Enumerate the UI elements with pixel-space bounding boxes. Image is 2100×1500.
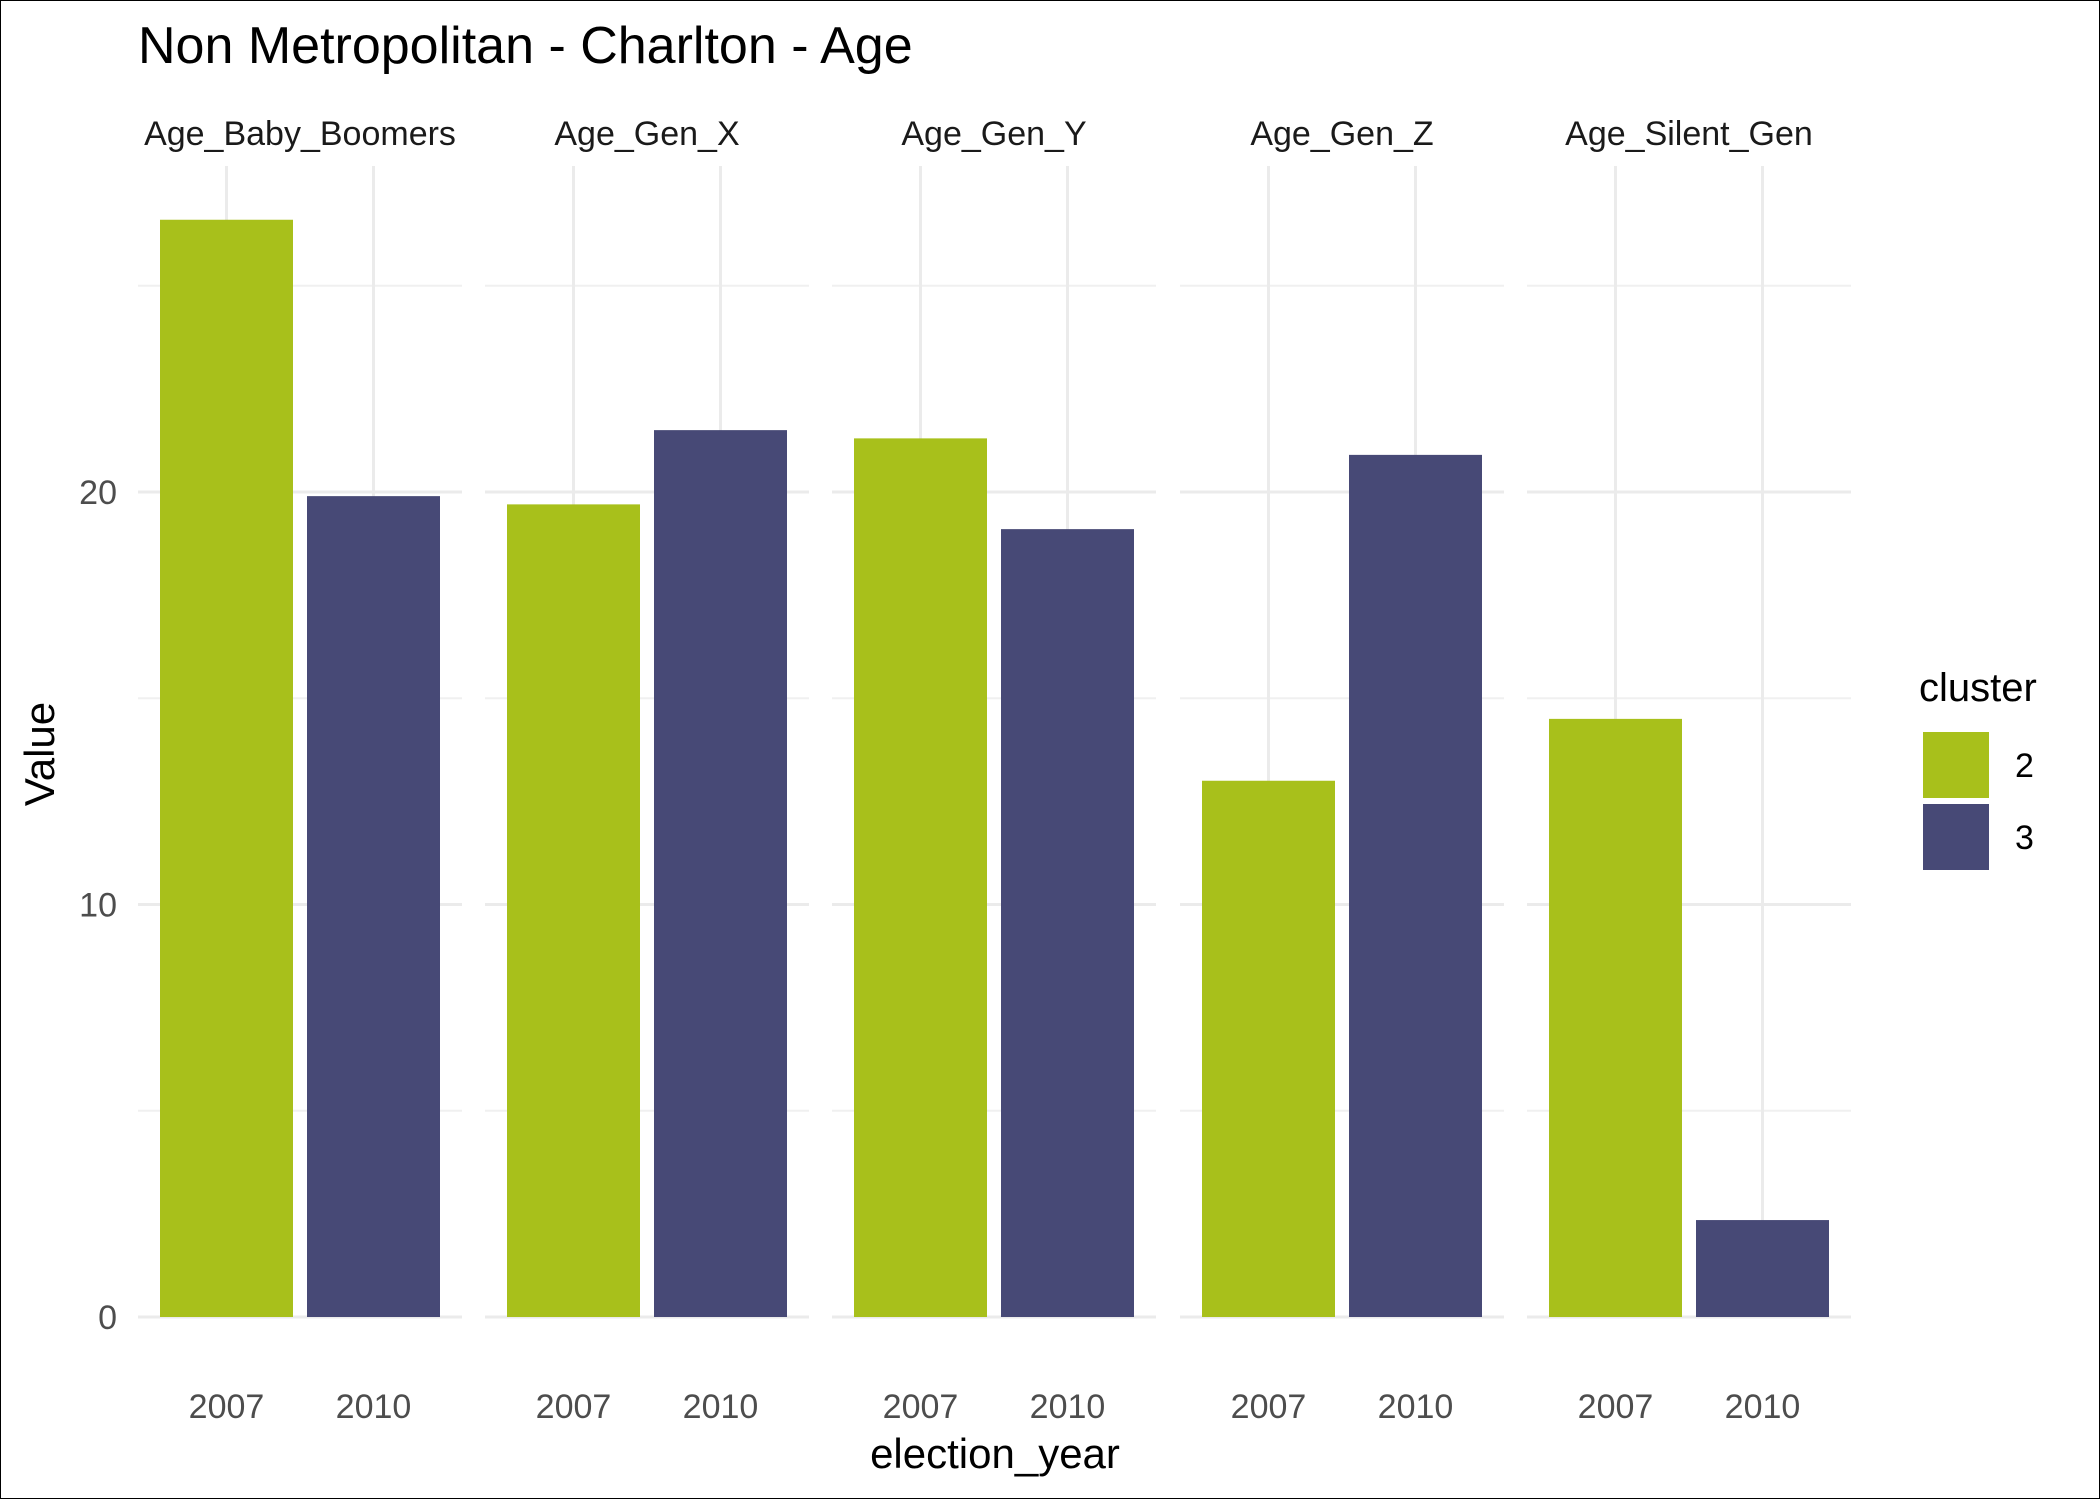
- legend-label-2: 2: [2015, 747, 2034, 785]
- legend: cluster 2 3: [1919, 666, 2037, 870]
- bar-age-gen-x-2010: [654, 430, 787, 1317]
- bar-age-silent-gen-2010: [1696, 1220, 1829, 1317]
- x-axis-title: election_year: [870, 1430, 1120, 1477]
- facet-strip-label: Age_Baby_Boomers: [144, 115, 456, 153]
- facet-panels: Age_Baby_Boomers 2007 2010 Age_Gen_X 2007 201…: [138, 115, 1851, 1426]
- facet-strip-label: Age_Gen_Y: [901, 115, 1086, 153]
- bar-age-gen-y-2010: [1001, 529, 1134, 1317]
- y-tick-label: 10: [79, 887, 117, 925]
- bar-age-baby-boomers-2010: [307, 496, 440, 1317]
- bar-age-gen-z-2007: [1202, 780, 1335, 1317]
- x-tick-label: 2010: [683, 1388, 759, 1426]
- facet-strip-label: Age_Silent_Gen: [1565, 115, 1813, 153]
- legend-key-2: [1923, 732, 1989, 798]
- y-axis-ticks: 0 10 20: [79, 474, 117, 1337]
- legend-label-3: 3: [2015, 819, 2034, 857]
- facet-panel-age-gen-x: Age_Gen_X 2007 2010: [485, 115, 809, 1426]
- bar-age-silent-gen-2007: [1549, 718, 1682, 1317]
- bar-age-gen-y-2007: [854, 438, 987, 1317]
- legend-key-3: [1923, 804, 1989, 870]
- chart-title: Non Metropolitan - Charlton - Age: [138, 17, 913, 75]
- facet-strip-label: Age_Gen_Z: [1250, 115, 1433, 153]
- facet-panel-age-gen-z: Age_Gen_Z 2007 2010: [1180, 115, 1504, 1426]
- x-tick-label: 2010: [1725, 1388, 1801, 1426]
- x-tick-label: 2010: [336, 1388, 412, 1426]
- x-tick-label: 2010: [1378, 1388, 1454, 1426]
- x-tick-label: 2010: [1030, 1388, 1106, 1426]
- y-tick-label: 0: [98, 1299, 117, 1337]
- x-tick-label: 2007: [1578, 1388, 1654, 1426]
- x-tick-label: 2007: [883, 1388, 959, 1426]
- x-tick-label: 2007: [1231, 1388, 1307, 1426]
- bar-age-gen-z-2010: [1349, 454, 1482, 1317]
- facet-panel-age-baby-boomers: Age_Baby_Boomers 2007 2010: [138, 115, 462, 1426]
- y-axis-title: Value: [16, 702, 63, 806]
- x-tick-label: 2007: [536, 1388, 612, 1426]
- y-tick-label: 20: [79, 474, 117, 512]
- bar-age-gen-x-2007: [507, 504, 640, 1317]
- bar-age-baby-boomers-2007: [160, 219, 293, 1317]
- facet-strip-label: Age_Gen_X: [554, 115, 739, 153]
- x-tick-label: 2007: [189, 1388, 265, 1426]
- legend-title: cluster: [1919, 666, 2037, 710]
- facet-panel-age-silent-gen: Age_Silent_Gen 2007 2010: [1527, 115, 1851, 1426]
- facet-panel-age-gen-y: Age_Gen_Y 2007 2010: [832, 115, 1156, 1426]
